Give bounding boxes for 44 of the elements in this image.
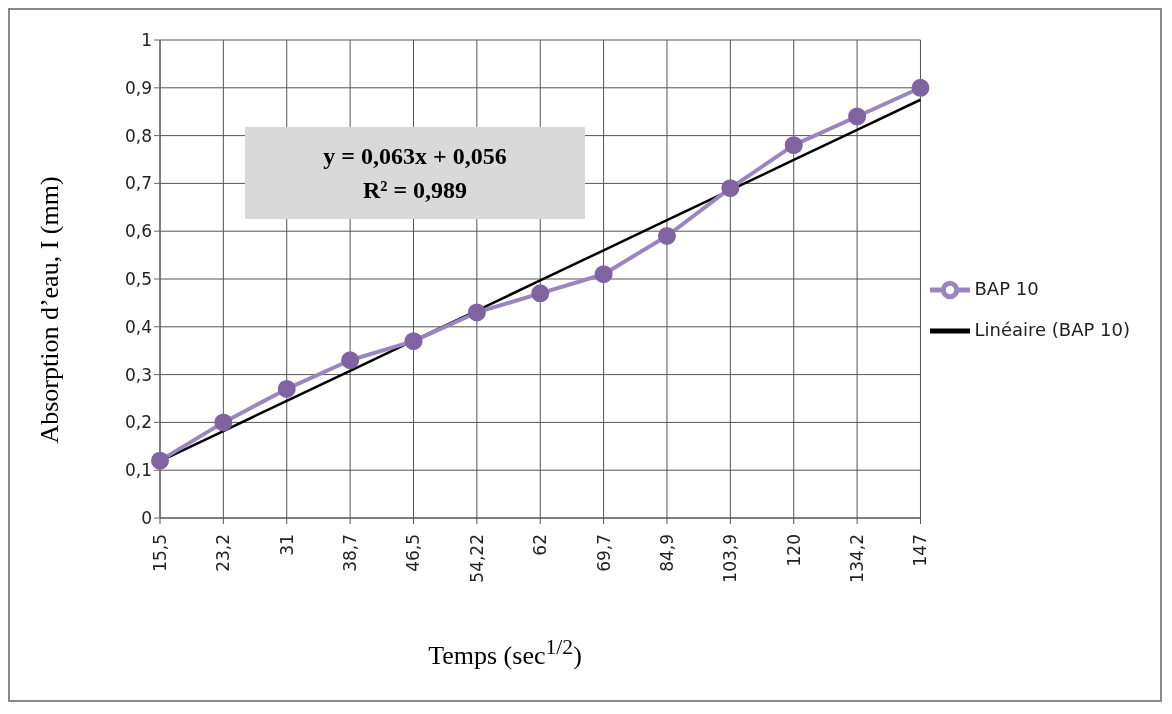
point — [151, 451, 169, 470]
y-tick-label: 0,5 — [124, 269, 152, 290]
annotation: R² = 0,989 — [361, 176, 469, 205]
equation-text-box: y = 0,063x + 0,056 R² = 0,989 — [245, 127, 585, 219]
point — [721, 179, 740, 198]
x-tick-label: 62 — [530, 534, 551, 556]
point — [657, 226, 676, 245]
x-tick-label: 15,5 — [150, 534, 170, 572]
x-tick-label: 31 — [276, 534, 297, 556]
point — [404, 332, 423, 351]
y-tick-label: 0,7 — [124, 173, 152, 194]
x-tick-label: 147 — [910, 534, 931, 567]
point — [784, 136, 803, 155]
point — [531, 284, 550, 303]
y-tick-label: 0,1 — [124, 460, 152, 481]
x-tick-label: 38,7 — [340, 534, 361, 572]
x-tick-label: 54,22 — [466, 534, 487, 583]
annotation: y = 0,063x + 0,056 — [322, 142, 508, 171]
y-axis-title: Absorption d’eau, I (mm) — [35, 176, 65, 444]
point — [277, 379, 296, 398]
legend-label: Linéaire (BAP 10) — [974, 319, 1130, 340]
y-tick-label: 0,8 — [124, 125, 152, 146]
x-tick-label: 23,2 — [213, 534, 234, 572]
point — [594, 265, 613, 284]
y-tick-label: 0,4 — [124, 316, 152, 337]
x-tick-label: 69,7 — [593, 534, 614, 572]
x-tick-label: 46,5 — [403, 534, 424, 572]
point — [911, 78, 930, 97]
y-tick-label: 0 — [141, 508, 152, 529]
x-tick-label: 103,9 — [720, 534, 741, 583]
point — [214, 413, 233, 432]
y-tick-label: 0,2 — [124, 412, 152, 433]
point — [848, 107, 867, 126]
point — [467, 303, 486, 322]
x-axis-title: Temps (sec$^{1/2}$) — [427, 635, 583, 671]
legend-label: BAP 10 — [974, 278, 1039, 299]
x-tick-label: 84,9 — [656, 534, 677, 572]
x-tick-label: 120 — [783, 534, 804, 567]
y-tick-label: 0,9 — [124, 77, 152, 98]
point — [341, 351, 360, 370]
y-tick-label: 1 — [141, 30, 152, 51]
y-tick-label: 0,6 — [124, 221, 152, 242]
x-tick-label: 134,2 — [847, 534, 868, 583]
y-tick-label: 0,3 — [124, 364, 152, 385]
